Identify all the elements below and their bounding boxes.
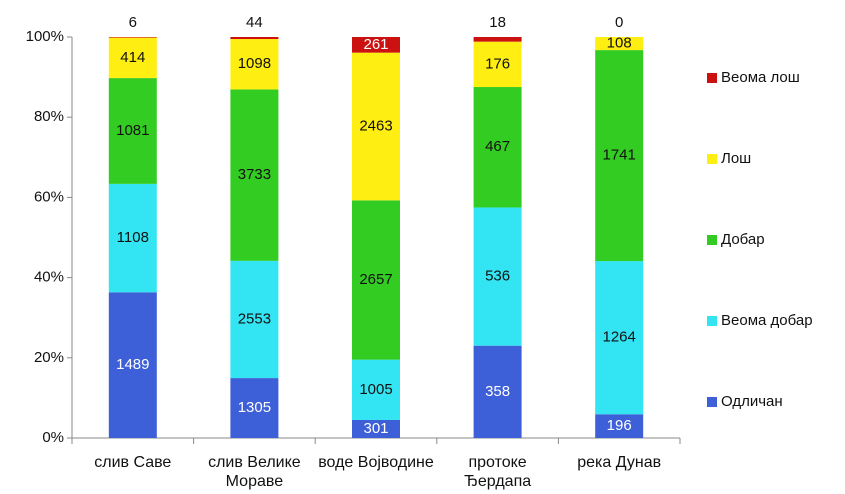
value-label: 2463 xyxy=(359,117,392,134)
legend-swatch xyxy=(707,316,717,326)
bar-segment xyxy=(108,183,157,293)
bar-segment xyxy=(473,41,522,88)
value-label: 301 xyxy=(363,420,388,437)
value-label: 108 xyxy=(607,35,632,52)
value-label: 358 xyxy=(485,383,510,400)
bar-segment xyxy=(230,39,279,90)
y-tick-label: 60% xyxy=(34,188,64,205)
value-label: 1305 xyxy=(238,399,271,416)
bar-segment xyxy=(473,207,522,346)
bar-segment xyxy=(352,52,400,201)
bar-segment xyxy=(473,345,522,438)
value-label: 0 xyxy=(615,14,623,31)
value-label: 1081 xyxy=(116,122,149,139)
bar-segment xyxy=(473,37,522,42)
bar-segment xyxy=(108,78,157,184)
value-label: 467 xyxy=(485,138,510,155)
value-label: 1098 xyxy=(238,55,271,72)
legend-label: Добар xyxy=(721,231,765,248)
value-label: 1741 xyxy=(603,147,636,164)
bar-segment xyxy=(230,378,279,438)
bar-segment xyxy=(473,87,522,208)
y-tick-label: 80% xyxy=(34,108,64,125)
value-label: 176 xyxy=(485,55,510,72)
bar-segment xyxy=(230,260,279,379)
legend-swatch xyxy=(707,73,717,83)
value-label: 1108 xyxy=(117,229,149,246)
value-label: 414 xyxy=(120,49,145,66)
legend-label: Лош xyxy=(721,150,751,167)
y-tick-label: 100% xyxy=(26,28,64,45)
legend-label: Одличан xyxy=(721,393,783,410)
bar-segment xyxy=(595,37,644,51)
y-tick-label: 20% xyxy=(34,349,64,366)
x-tick-label: воде Војводине xyxy=(318,454,434,471)
bar-segment xyxy=(108,37,157,38)
legend-swatch xyxy=(707,154,717,164)
value-label: 6 xyxy=(129,14,137,31)
bar-segment xyxy=(595,50,644,262)
bar-segment xyxy=(352,359,400,420)
bar-segment xyxy=(108,37,157,79)
legend-swatch xyxy=(707,397,717,407)
legend-label: Веома лош xyxy=(721,69,800,86)
x-tick-label: река Дунав xyxy=(577,454,662,471)
y-tick-label: 40% xyxy=(34,269,64,286)
x-tick-label: протоке Ђердапа xyxy=(464,454,532,490)
value-label: 1264 xyxy=(603,329,636,346)
bar-segment xyxy=(595,261,644,415)
value-label: 44 xyxy=(246,14,263,31)
value-label: 1489 xyxy=(116,356,149,373)
y-tick-label: 0% xyxy=(42,429,64,446)
bar-segment xyxy=(230,37,279,40)
bar-segment xyxy=(108,292,157,438)
x-tick-label: слив Велике Мораве xyxy=(208,454,301,490)
value-label: 536 xyxy=(485,268,510,285)
legend-swatch xyxy=(707,235,717,245)
value-label: 2657 xyxy=(359,271,392,288)
bar-segment xyxy=(595,414,644,438)
legend-label: Веома добар xyxy=(721,312,813,329)
value-label: 261 xyxy=(363,36,388,53)
bar-segment xyxy=(352,37,400,53)
value-label: 196 xyxy=(607,417,632,434)
value-label: 3733 xyxy=(238,166,271,183)
bar-segment xyxy=(352,419,400,438)
x-tick-label: слив Саве xyxy=(94,454,172,471)
value-label: 1005 xyxy=(359,381,392,398)
value-label: 18 xyxy=(489,14,506,31)
bar-segment xyxy=(230,89,279,261)
value-label: 2553 xyxy=(238,310,271,327)
bar-segment xyxy=(352,200,400,360)
